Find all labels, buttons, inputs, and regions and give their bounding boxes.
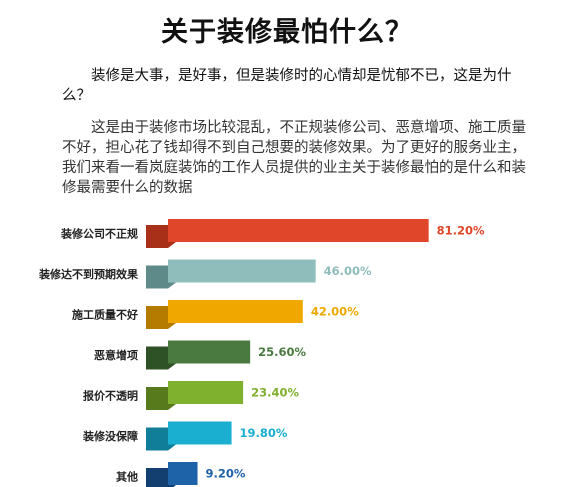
bar-fold-corner-5 bbox=[168, 404, 176, 410]
bar-fold-corner-2 bbox=[168, 282, 176, 289]
bar-fold-corner-3 bbox=[168, 323, 176, 329]
page-title: 关于装修最怕什么？ bbox=[161, 17, 413, 48]
value-label-2: 46.00% bbox=[324, 264, 372, 278]
bar-3 bbox=[168, 300, 303, 323]
bar-fold-3 bbox=[146, 306, 168, 329]
bar-fold-7 bbox=[146, 468, 168, 487]
bar-fold-corner-1 bbox=[168, 242, 176, 248]
bar-fold-5 bbox=[146, 387, 168, 410]
bar-fold-2 bbox=[146, 265, 168, 289]
bar-fold-corner-4 bbox=[168, 363, 176, 370]
bar-fold-1 bbox=[146, 225, 168, 248]
bar-6 bbox=[168, 421, 232, 445]
bar-fold-6 bbox=[146, 427, 168, 451]
value-label-3: 42.00% bbox=[311, 305, 359, 319]
bar-4 bbox=[168, 340, 251, 364]
category-label-6: 装修没保障 bbox=[82, 429, 138, 443]
intro-explanation: 这是由于装修市场比较混乱，不正规装修公司、恶意增项、施工质量不好，担心花了钱却得… bbox=[62, 120, 526, 196]
value-label-5: 23.40% bbox=[251, 386, 299, 400]
category-label-2: 装修达不到预期效果 bbox=[38, 267, 138, 281]
bar-1 bbox=[168, 219, 429, 242]
bar-fold-corner-6 bbox=[168, 444, 176, 451]
category-label-4: 恶意增项 bbox=[94, 348, 138, 362]
category-label-5: 报价不透明 bbox=[83, 389, 138, 403]
bar-5 bbox=[168, 381, 244, 404]
value-label-1: 81.20% bbox=[437, 224, 485, 238]
bar-7 bbox=[168, 462, 198, 485]
bar-fold-4 bbox=[146, 346, 168, 370]
value-label-6: 19.80% bbox=[240, 426, 288, 440]
category-label-3: 施工质量不好 bbox=[72, 308, 138, 322]
value-label-4: 25.60% bbox=[258, 345, 306, 359]
bar-2 bbox=[168, 259, 316, 283]
category-label-1: 装修公司不正规 bbox=[60, 227, 138, 241]
intro-question: 装修是大事，是好事，但是装修时的心情却是忧郁不已，这是为什么？ bbox=[62, 68, 512, 104]
value-label-7: 9.20% bbox=[206, 467, 246, 481]
category-label-7: 其他 bbox=[116, 470, 138, 484]
